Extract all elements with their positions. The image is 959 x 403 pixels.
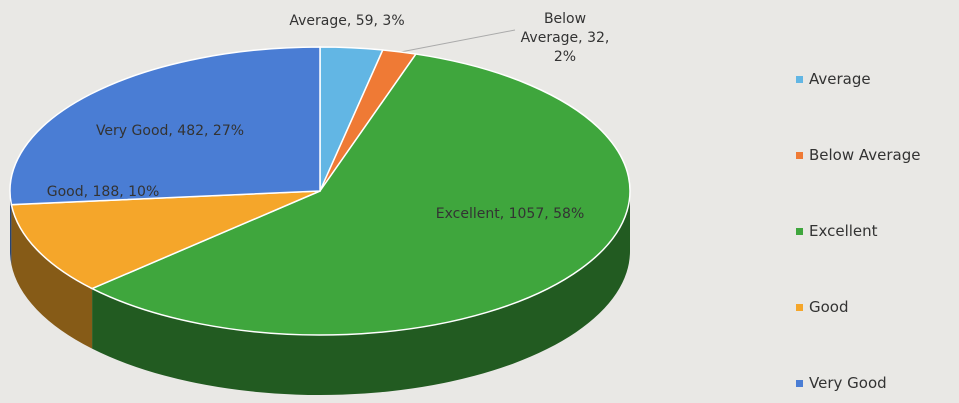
legend-item: Good [796, 298, 849, 316]
legend-label: Below Average [809, 146, 921, 164]
data-label: Below Average, 32, 2% [520, 11, 610, 65]
legend-item: Very Good [796, 374, 887, 392]
legend-label: Very Good [809, 374, 887, 392]
legend-item: Below Average [796, 146, 921, 164]
legend-swatch [796, 227, 803, 235]
slice-side [10, 191, 12, 265]
legend-label: Average [809, 70, 871, 88]
slice [90, 53, 631, 336]
legend-swatch [796, 75, 803, 83]
legend-swatch [796, 303, 803, 311]
leader-line [384, 29, 516, 56]
slice [9, 46, 321, 206]
legend-label: Good [809, 298, 849, 316]
slice-side [92, 191, 630, 395]
legend-label: Excellent [809, 222, 878, 240]
legend-swatch [796, 379, 803, 387]
data-label: Good, 188, 10% [46, 184, 160, 200]
data-label: Excellent, 1057, 58% [435, 206, 585, 222]
legend-item: Average [796, 70, 871, 88]
slice [10, 190, 321, 290]
legend-item: Excellent [796, 222, 878, 240]
legend-swatch [796, 151, 803, 159]
data-label: Very Good, 482, 27% [95, 123, 245, 139]
slice-side [11, 204, 93, 349]
data-label: Average, 59, 3% [289, 13, 405, 29]
